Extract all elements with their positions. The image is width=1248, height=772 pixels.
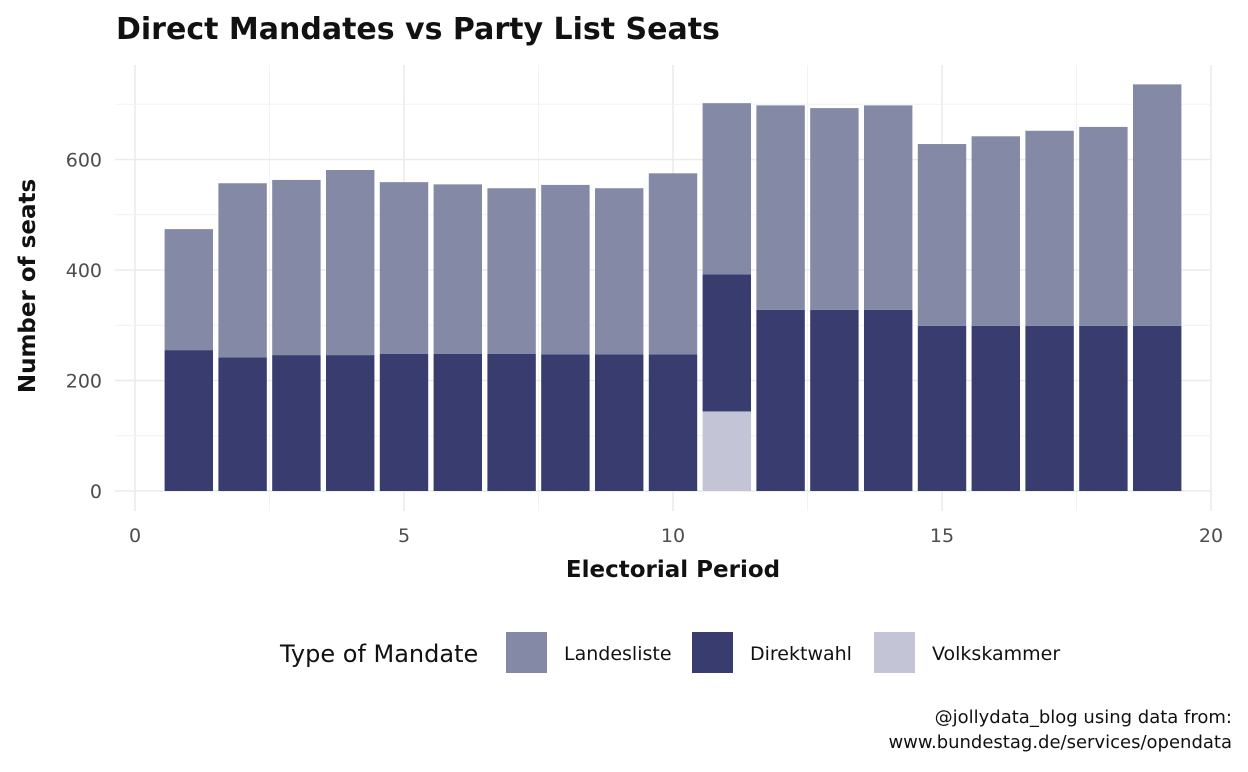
y-tick-label: 0 <box>90 481 102 503</box>
bar-landesliste-period-16 <box>971 136 1021 326</box>
bar-landesliste-period-15 <box>917 144 967 326</box>
bar-direktwahl-period-6 <box>433 353 483 491</box>
bar-landesliste-period-2 <box>218 183 267 358</box>
bar-direktwahl-period-3 <box>272 355 321 491</box>
legend-swatch-direktwahl <box>692 632 733 673</box>
y-tick-label: 600 <box>66 150 102 172</box>
y-axis-title: Number of seats <box>15 179 41 393</box>
x-axis-ticks: 0 5 10 15 20 <box>129 525 1223 547</box>
bar-direktwahl-period-9 <box>594 354 644 491</box>
legend-label-direktwahl: Direktwahl <box>750 643 852 665</box>
bar-landesliste-period-12 <box>756 105 805 310</box>
bar-direktwahl-period-4 <box>325 355 375 491</box>
bar-direktwahl-period-14 <box>863 309 913 491</box>
bar-landesliste-period-1 <box>164 229 214 351</box>
bar-direktwahl-period-17 <box>1025 325 1074 491</box>
bar-direktwahl-period-1 <box>164 350 214 491</box>
bar-landesliste-period-7 <box>487 188 536 354</box>
y-axis-ticks: 0 200 400 600 <box>66 150 102 504</box>
chart-title: Direct Mandates vs Party List Seats <box>116 12 720 47</box>
bar-landesliste-period-13 <box>810 108 859 310</box>
x-tick-label: 0 <box>129 525 141 547</box>
bar-direktwahl-period-13 <box>810 309 859 491</box>
legend-title: Type of Mandate <box>279 640 478 668</box>
bar-landesliste-period-3 <box>272 179 321 356</box>
bar-direktwahl-period-5 <box>379 353 429 491</box>
bar-landesliste-period-9 <box>594 188 644 355</box>
bar-direktwahl-period-11 <box>702 274 752 412</box>
legend-label-landesliste: Landesliste <box>564 643 672 665</box>
bar-landesliste-period-10 <box>648 173 698 355</box>
caption-line-1: @jollydata_blog using data from: <box>935 707 1232 728</box>
legend-label-volkskammer: Volkskammer <box>932 643 1060 665</box>
bar-direktwahl-period-2 <box>218 357 267 491</box>
bar-direktwahl-period-8 <box>541 354 590 491</box>
bar-direktwahl-period-10 <box>648 354 698 491</box>
bar-volkskammer-period-11 <box>702 411 752 491</box>
y-tick-label: 200 <box>66 371 102 393</box>
caption-line-2: www.bundestag.de/services/opendata <box>888 732 1232 753</box>
bar-landesliste-period-17 <box>1025 130 1074 326</box>
x-axis-title: Electorial Period <box>566 557 780 583</box>
bar-landesliste-period-11 <box>702 103 752 275</box>
x-tick-label: 20 <box>1199 525 1223 547</box>
bar-landesliste-period-14 <box>863 105 913 310</box>
legend: Type of Mandate Landesliste Direktwahl Vol… <box>279 632 1060 673</box>
x-tick-label: 5 <box>398 525 410 547</box>
bar-landesliste-period-4 <box>325 169 375 356</box>
bars <box>164 84 1182 491</box>
legend-swatch-landesliste <box>506 632 547 673</box>
y-tick-label: 400 <box>66 260 102 282</box>
bar-landesliste-period-18 <box>1079 126 1128 326</box>
bar-direktwahl-period-12 <box>756 309 805 491</box>
legend-swatch-volkskammer <box>874 632 915 673</box>
x-tick-label: 10 <box>661 525 685 547</box>
bar-landesliste-period-19 <box>1132 84 1182 326</box>
bar-landesliste-period-8 <box>541 184 590 355</box>
bar-direktwahl-period-15 <box>917 325 967 491</box>
bar-direktwahl-period-16 <box>971 325 1021 491</box>
bar-direktwahl-period-18 <box>1079 325 1128 491</box>
bar-landesliste-period-5 <box>379 182 429 354</box>
bar-direktwahl-period-19 <box>1132 325 1182 491</box>
bar-landesliste-period-6 <box>433 184 483 354</box>
x-tick-label: 15 <box>930 525 954 547</box>
bar-direktwahl-period-7 <box>487 353 536 491</box>
